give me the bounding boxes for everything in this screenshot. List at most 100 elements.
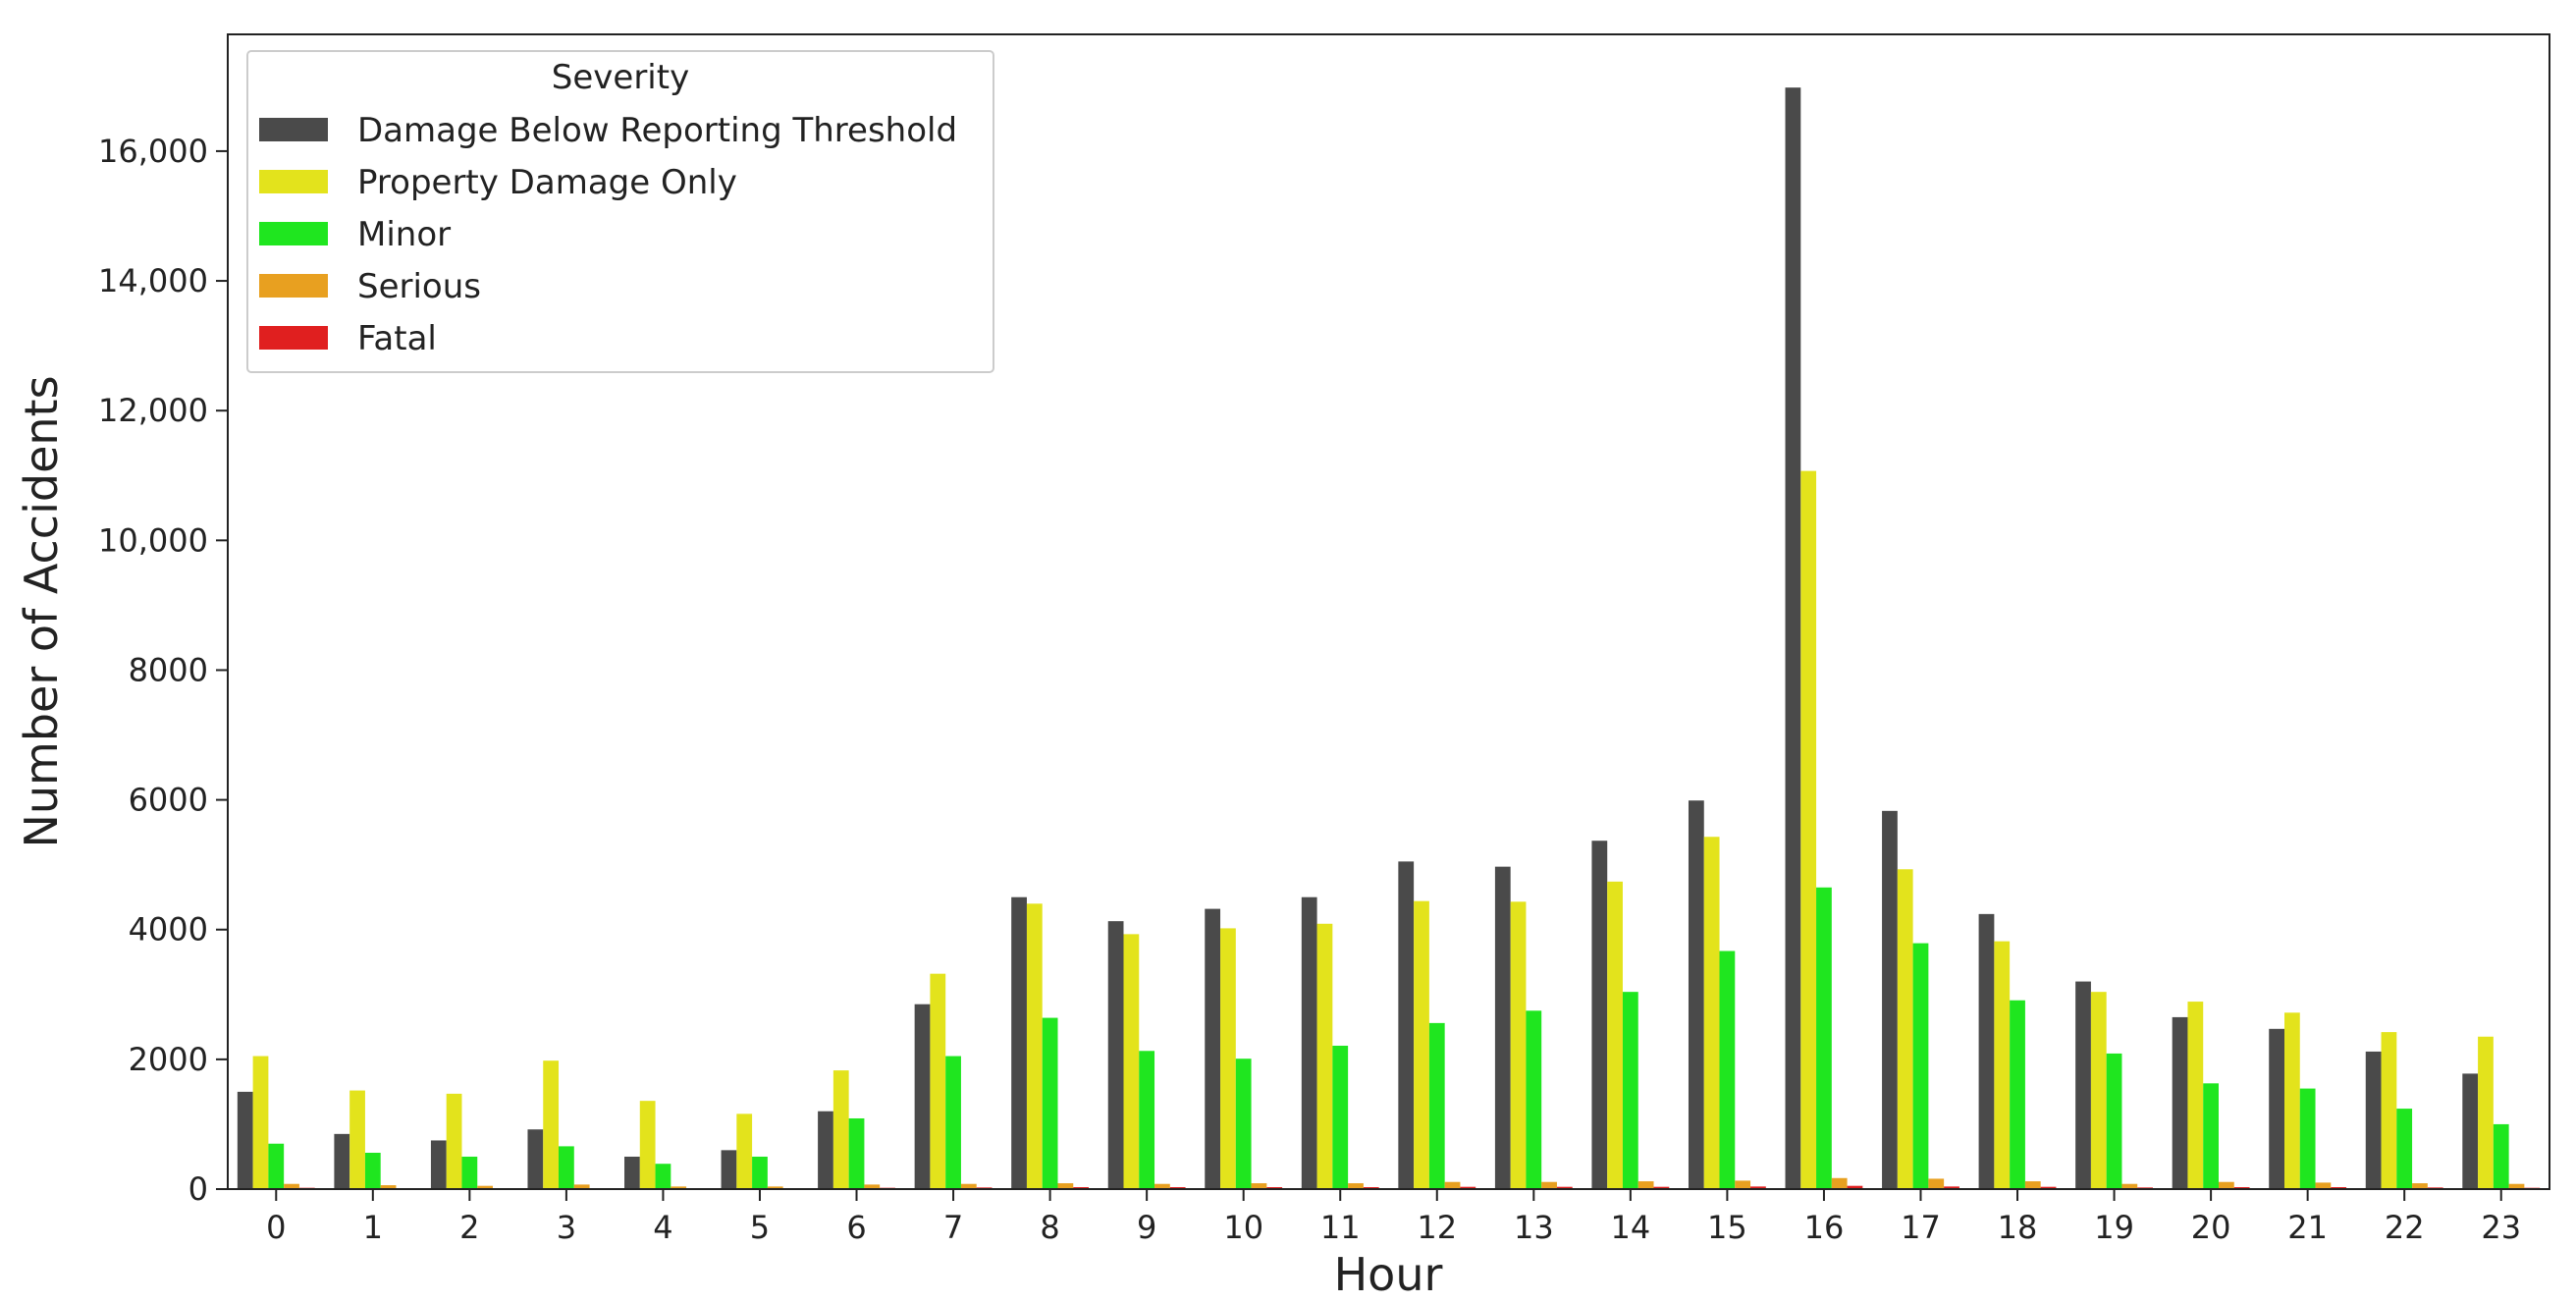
bar — [2203, 1083, 2219, 1189]
x-tick-label: 6 — [846, 1209, 866, 1246]
bar — [1428, 1022, 1445, 1189]
bar — [2172, 1016, 2188, 1189]
x-tick-label: 18 — [1998, 1209, 2038, 1246]
bar — [1831, 1177, 1848, 1189]
y-tick-label: 10,000 — [98, 521, 208, 559]
bar — [1154, 1183, 1170, 1189]
bar — [2412, 1183, 2428, 1189]
bar — [1398, 861, 1415, 1189]
bar — [832, 1070, 849, 1189]
bar — [1316, 923, 1333, 1189]
bar — [2040, 1186, 2057, 1189]
x-tick-label: 23 — [2481, 1209, 2521, 1246]
legend: Severity Damage Below Reporting Threshol… — [246, 50, 994, 373]
bar — [2187, 1002, 2204, 1189]
bar — [767, 1186, 783, 1189]
bar — [1882, 810, 1898, 1189]
bar — [1541, 1181, 1557, 1189]
legend-box — [246, 50, 994, 373]
bar — [1607, 881, 1623, 1189]
legend-swatch — [259, 274, 328, 298]
bar — [864, 1184, 881, 1189]
bar — [671, 1186, 687, 1189]
bar — [945, 1056, 961, 1189]
bar — [2106, 1053, 2122, 1189]
bar — [2284, 1012, 2300, 1189]
bar — [2478, 1036, 2494, 1189]
bar — [1348, 1183, 1364, 1189]
x-tick-label: 13 — [1514, 1209, 1554, 1246]
x-tick-label: 2 — [459, 1209, 479, 1246]
x-tick-label: 7 — [943, 1209, 963, 1246]
bar — [1123, 934, 1140, 1189]
bar — [2299, 1088, 2316, 1189]
bar — [1556, 1186, 1573, 1189]
bar — [721, 1150, 737, 1189]
bar — [1526, 1010, 1542, 1189]
y-tick-label: 4000 — [129, 911, 208, 949]
bar — [2269, 1028, 2284, 1189]
bar — [1622, 992, 1638, 1189]
bar — [2090, 992, 2107, 1189]
bar — [1205, 908, 1221, 1189]
bar — [736, 1113, 753, 1189]
bar — [655, 1164, 671, 1189]
bar — [1444, 1181, 1461, 1189]
bar — [1978, 913, 1995, 1189]
y-tick-label: 0 — [188, 1170, 208, 1208]
bar — [1591, 841, 1608, 1189]
legend-swatch — [259, 118, 328, 141]
bar — [1719, 950, 1736, 1189]
plot-frame — [227, 33, 2550, 1190]
x-tick-label: 9 — [1137, 1209, 1156, 1246]
bar — [914, 1004, 931, 1189]
bar — [1653, 1186, 1670, 1189]
bar — [960, 1183, 977, 1189]
y-tick-label: 8000 — [129, 651, 208, 688]
bar — [1928, 1178, 1945, 1189]
legend-label: Fatal — [357, 319, 437, 358]
bar — [1944, 1186, 1959, 1189]
bar — [1750, 1186, 1766, 1189]
bar — [1460, 1186, 1476, 1189]
legend-label: Minor — [357, 215, 451, 254]
x-axis: 0 1 2 3 4 5 6 7 8 9 10 11 12 13 14 15 16 17 18 19 20 21 22 23 — [266, 1189, 2521, 1246]
bar — [1026, 903, 1043, 1189]
bar — [477, 1185, 494, 1189]
x-tick-label: 1 — [363, 1209, 383, 1246]
bar — [1785, 87, 1801, 1189]
y-tick-label: 2000 — [129, 1041, 208, 1078]
bar — [2010, 1000, 2025, 1189]
y-axis-label: Number of Accidents — [15, 375, 68, 847]
bar — [1847, 1185, 1863, 1189]
x-axis-label: Hour — [1334, 1248, 1443, 1299]
bar — [2024, 1181, 2041, 1189]
bar — [1735, 1180, 1751, 1189]
x-tick-label: 8 — [1040, 1209, 1059, 1246]
x-tick-label: 19 — [2094, 1209, 2134, 1246]
x-tick-label: 11 — [1320, 1209, 1361, 1246]
legend-title: Severity — [552, 58, 689, 97]
bar — [268, 1143, 285, 1189]
legend-swatch — [259, 222, 328, 245]
bar — [284, 1183, 299, 1189]
bar — [1912, 943, 1929, 1189]
bar — [639, 1101, 656, 1189]
x-tick-label: 22 — [2385, 1209, 2425, 1246]
bar — [1414, 900, 1429, 1189]
bar — [349, 1090, 365, 1189]
x-tick-label: 17 — [1901, 1209, 1941, 1246]
bar — [1816, 887, 1832, 1189]
x-tick-label: 3 — [557, 1209, 576, 1246]
x-tick-label: 12 — [1417, 1209, 1457, 1246]
bar — [1057, 1183, 1074, 1189]
bar — [930, 973, 946, 1189]
bar — [1301, 896, 1317, 1189]
x-tick-label: 20 — [2191, 1209, 2231, 1246]
bar — [1494, 866, 1511, 1189]
bar — [1042, 1017, 1058, 1189]
bar — [2121, 1183, 2138, 1189]
bar — [2381, 1032, 2397, 1189]
